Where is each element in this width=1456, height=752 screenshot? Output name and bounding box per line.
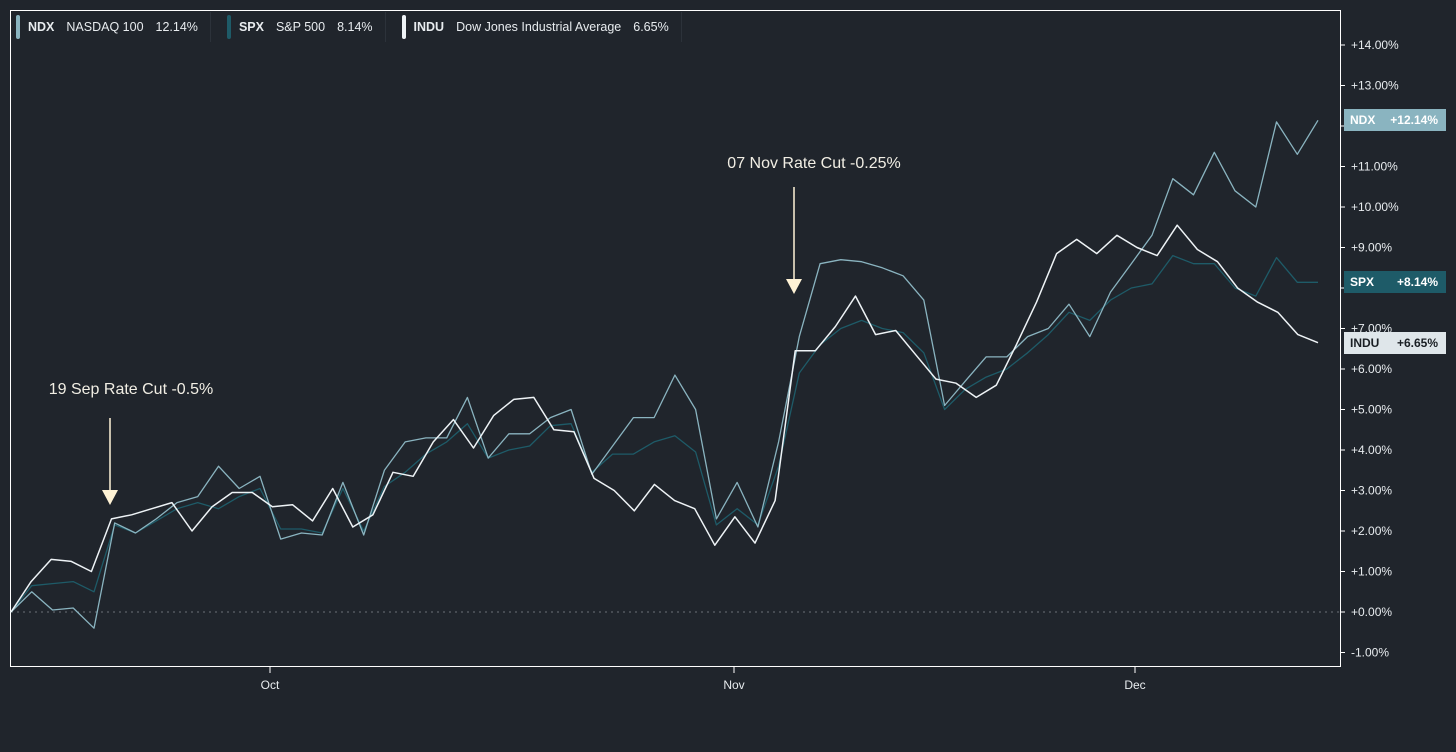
end-label-value: +12.14% — [1390, 113, 1438, 128]
legend-ticker: NDX — [28, 20, 55, 34]
y-tick-label: +6.00% — [1351, 362, 1392, 376]
legend-item-spx[interactable]: SPX S&P 500 8.14% — [221, 12, 386, 42]
series-line-ndx — [10, 119, 1319, 629]
legend-swatch-indu — [401, 15, 406, 39]
legend-series-name: NASDAQ 100 — [66, 20, 144, 34]
y-tick-label: +5.00% — [1351, 403, 1392, 417]
x-axis: Oct Nov Dec — [261, 667, 1146, 692]
legend-series-value: 8.14% — [337, 20, 373, 34]
series-line-spx — [10, 254, 1318, 613]
y-tick-label: +14.00% — [1351, 38, 1399, 52]
y-tick-label: +3.00% — [1351, 484, 1392, 498]
legend-ticker: INDU — [413, 20, 445, 34]
legend-series-name: Dow Jones Industrial Average — [456, 20, 622, 34]
plot-frame — [10, 10, 1341, 667]
end-label-value: +6.65% — [1396, 335, 1438, 350]
legend-ticker: SPX — [238, 20, 264, 34]
annotation-arrow-head — [786, 279, 802, 294]
series-line-indu — [10, 224, 1319, 613]
end-label-ticker: NDX — [1350, 113, 1376, 128]
y-tick-label: +11.00% — [1351, 160, 1398, 174]
annotation-nov-rate-cut: 07 Nov Rate Cut -0.25% — [727, 155, 901, 172]
end-label-ndx: NDX +12.14% — [1344, 109, 1446, 132]
y-tick-label: -1.00% — [1351, 646, 1389, 660]
x-tick-label: Dec — [1124, 678, 1145, 692]
end-label-ticker: SPX — [1350, 275, 1375, 290]
legend-swatch-ndx — [16, 15, 20, 39]
y-tick-label: +1.00% — [1351, 565, 1392, 579]
y-tick-label: +10.00% — [1351, 200, 1399, 214]
y-tick-label: +9.00% — [1351, 241, 1392, 255]
end-label-ticker: INDU — [1350, 335, 1380, 350]
legend-swatch-spx — [226, 15, 231, 39]
legend-series-value: 6.65% — [633, 20, 669, 34]
annotation-arrow-head — [102, 490, 118, 505]
end-label-indu: INDU +6.65% — [1344, 331, 1446, 354]
y-tick-label: +4.00% — [1351, 443, 1392, 457]
legend-item-ndx[interactable]: NDX NASDAQ 100 12.14% — [10, 12, 211, 42]
y-tick-label: +2.00% — [1351, 524, 1392, 538]
end-label-spx: SPX +8.14% — [1344, 271, 1446, 294]
annotation-sep-rate-cut: 19 Sep Rate Cut -0.5% — [48, 381, 214, 398]
end-label-value: +8.14% — [1396, 275, 1438, 290]
legend: NDX NASDAQ 100 12.14% SPX S&P 500 8.14% … — [10, 12, 692, 42]
y-tick-label: +0.00% — [1351, 605, 1392, 619]
x-tick-label: Oct — [261, 678, 280, 692]
legend-series-value: 12.14% — [155, 20, 198, 34]
legend-series-name: S&P 500 — [275, 20, 326, 34]
legend-item-indu[interactable]: INDU Dow Jones Industrial Average 6.65% — [396, 12, 682, 42]
y-tick-label: +13.00% — [1351, 79, 1399, 93]
x-tick-label: Nov — [723, 678, 744, 692]
series-layer — [10, 119, 1319, 629]
annotation-arrows — [102, 187, 802, 505]
